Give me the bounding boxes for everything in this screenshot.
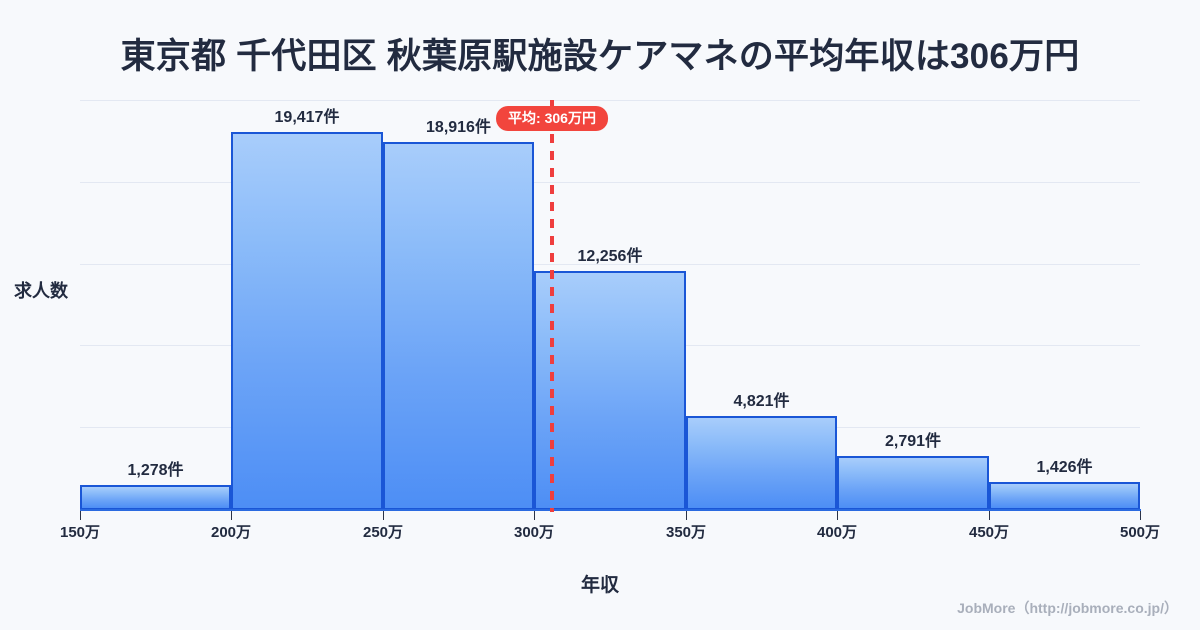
x-tick-label: 350万 [665, 524, 707, 541]
x-tick-mark [1140, 511, 1141, 520]
x-tick-mark [534, 511, 535, 520]
bar[interactable] [989, 482, 1140, 510]
bar-value-label: 4,821件 [733, 393, 790, 410]
bar[interactable] [80, 485, 231, 510]
bar[interactable] [686, 416, 837, 510]
bar[interactable] [383, 142, 534, 510]
bar-value-label: 18,916件 [426, 119, 491, 136]
x-tick-label: 250万 [362, 524, 404, 541]
page-title: 東京都 千代田区 秋葉原駅施設ケアマネの平均年収は306万円 [120, 37, 1080, 76]
x-tick-mark [989, 511, 990, 520]
x-tick-label: 500万 [1119, 524, 1161, 541]
y-axis-title: 求人数 [14, 281, 68, 301]
bar-value-label: 19,417件 [274, 109, 340, 126]
bar-value-label: 2,791件 [884, 433, 942, 450]
bar-value-label: 12,256件 [577, 248, 643, 265]
average-line [550, 100, 554, 512]
gridline [80, 100, 1140, 101]
footer-credit: JobMore（http://jobmore.co.jp/） [957, 600, 1178, 616]
bar-value-label: 1,278件 [127, 462, 184, 479]
gridline [80, 182, 1140, 183]
bar[interactable] [231, 132, 383, 510]
x-tick-mark [837, 511, 838, 520]
average-badge: 平均: 306万円 [496, 106, 608, 131]
plot-area: 1,278件 19,417件 18,916件 12,256件 4,821件 2,791件 1… [80, 100, 1140, 510]
x-tick-mark [383, 511, 384, 520]
bar-value-label: 1,426件 [1036, 459, 1093, 476]
x-tick-label: 200万 [210, 524, 252, 541]
x-tick-label: 450万 [968, 524, 1010, 541]
x-tick-label: 400万 [816, 524, 858, 541]
x-tick-mark [80, 511, 81, 520]
bar[interactable] [837, 456, 989, 510]
bar[interactable] [534, 271, 686, 510]
x-tick-label: 150万 [59, 524, 101, 541]
gridline [80, 264, 1140, 265]
x-axis-line [80, 509, 1141, 511]
x-tick-mark [686, 511, 687, 520]
x-axis-title: 年収 [580, 575, 619, 596]
x-tick-mark [231, 511, 232, 520]
x-tick-label: 300万 [513, 524, 555, 541]
